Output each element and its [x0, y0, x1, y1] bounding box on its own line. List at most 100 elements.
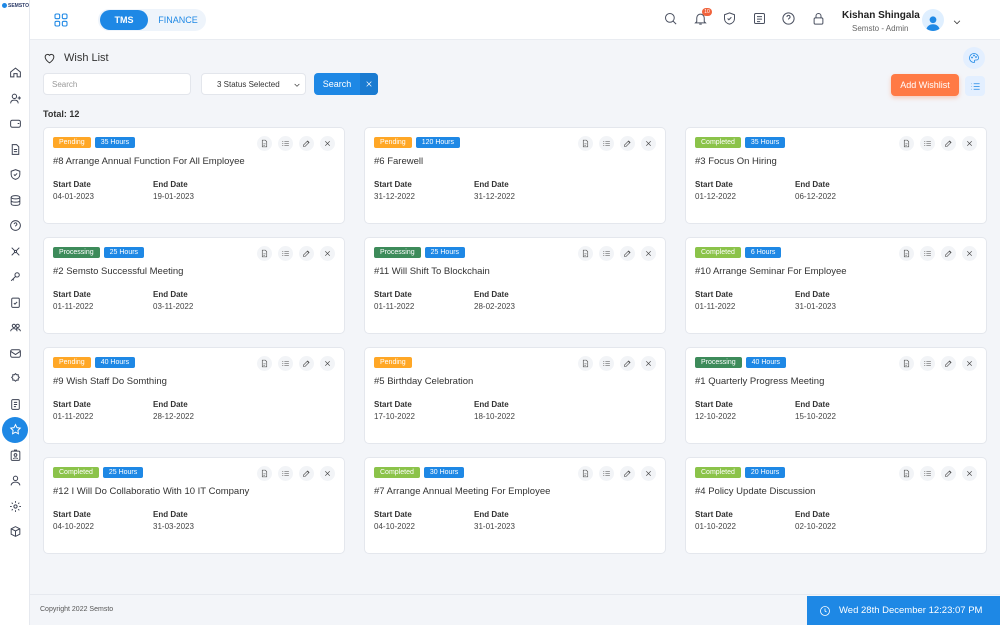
edit-button[interactable] — [941, 246, 956, 261]
sidebar-item-keys[interactable] — [0, 264, 30, 290]
document-icon — [903, 249, 910, 258]
sidebar-item-settings[interactable] — [0, 494, 30, 520]
brand-logo[interactable]: SEMSTO — [2, 3, 30, 13]
delete-button[interactable] — [962, 356, 977, 371]
edit-button[interactable] — [299, 356, 314, 371]
delete-button[interactable] — [320, 466, 335, 481]
search-input[interactable] — [43, 73, 191, 95]
notes-button[interactable] — [752, 11, 768, 27]
checklist-button[interactable] — [599, 246, 614, 261]
checklist-button[interactable] — [920, 136, 935, 151]
edit-button[interactable] — [941, 356, 956, 371]
sidebar-item-mail[interactable] — [0, 341, 30, 367]
sidebar-item-home[interactable] — [0, 60, 30, 86]
add-wishlist-button[interactable]: Add Wishlist — [891, 74, 959, 96]
view-details-button[interactable] — [578, 136, 593, 151]
wishlist-card[interactable]: Processing 40 Hours #1 Quarterly Progress … — [685, 347, 987, 444]
lock-button[interactable] — [811, 11, 827, 27]
sidebar-item-id-card[interactable] — [0, 443, 30, 469]
sidebar-item-team[interactable] — [0, 315, 30, 341]
delete-button[interactable] — [641, 136, 656, 151]
wishlist-card[interactable]: Completed 25 Hours #12 I Will Do Collabora… — [43, 457, 345, 554]
sidebar-item-security[interactable] — [0, 162, 30, 188]
apps-grid-button[interactable] — [53, 12, 69, 28]
checklist-button[interactable] — [920, 356, 935, 371]
edit-button[interactable] — [299, 466, 314, 481]
wishlist-card[interactable]: Pending 35 Hours #8 Arrange Annual Functio… — [43, 127, 345, 224]
edit-button[interactable] — [620, 246, 635, 261]
wishlist-card[interactable]: Pending 120 Hours #6 Farewell Start Date End… — [364, 127, 666, 224]
sidebar-item-settings-alt[interactable] — [0, 366, 30, 392]
header-search-button[interactable] — [663, 11, 679, 27]
avatar[interactable] — [922, 9, 944, 31]
wishlist-card[interactable]: Completed 20 Hours #4 Policy Update Discus… — [685, 457, 987, 554]
sidebar-item-help[interactable] — [0, 213, 30, 239]
view-details-button[interactable] — [257, 136, 272, 151]
help-button[interactable] — [781, 11, 797, 27]
wishlist-card[interactable]: Processing 25 Hours #11 Will Shift To Bloc… — [364, 237, 666, 334]
wishlist-card[interactable]: Completed 6 Hours #10 Arrange Seminar For … — [685, 237, 987, 334]
edit-button[interactable] — [620, 136, 635, 151]
edit-button[interactable] — [299, 136, 314, 151]
end-date-value: 19-01-2023 — [153, 192, 194, 201]
sidebar-item-packages[interactable] — [0, 519, 30, 545]
user-menu-toggle[interactable] — [952, 14, 962, 25]
view-details-button[interactable] — [257, 466, 272, 481]
edit-button[interactable] — [620, 356, 635, 371]
edit-button[interactable] — [299, 246, 314, 261]
module-tab-tms[interactable]: TMS — [100, 10, 148, 30]
view-details-button[interactable] — [257, 356, 272, 371]
sidebar-item-tasks[interactable] — [0, 290, 30, 316]
checklist-button[interactable] — [278, 246, 293, 261]
notifications-button[interactable]: 10 — [693, 8, 712, 27]
delete-button[interactable] — [320, 136, 335, 151]
delete-button[interactable] — [962, 246, 977, 261]
view-details-button[interactable] — [578, 356, 593, 371]
list-view-button[interactable] — [965, 76, 985, 96]
wishlist-card[interactable]: Completed 35 Hours #3 Focus On Hiring Start… — [685, 127, 987, 224]
checklist-button[interactable] — [278, 136, 293, 151]
sidebar-item-documents[interactable] — [0, 137, 30, 163]
view-details-button[interactable] — [899, 136, 914, 151]
delete-button[interactable] — [641, 246, 656, 261]
view-details-button[interactable] — [899, 466, 914, 481]
theme-button[interactable] — [963, 47, 985, 69]
view-details-button[interactable] — [257, 246, 272, 261]
view-details-button[interactable] — [899, 246, 914, 261]
checklist-button[interactable] — [920, 466, 935, 481]
module-tab-finance[interactable]: FINANCE — [158, 15, 198, 25]
delete-button[interactable] — [962, 466, 977, 481]
wishlist-card[interactable]: Pending #5 Birthday Celebration Start Date… — [364, 347, 666, 444]
delete-button[interactable] — [320, 356, 335, 371]
clear-search-button[interactable] — [360, 73, 378, 95]
delete-button[interactable] — [962, 136, 977, 151]
edit-button[interactable] — [941, 136, 956, 151]
checklist-button[interactable] — [599, 136, 614, 151]
sidebar-item-add-user[interactable] — [0, 86, 30, 112]
sidebar-item-profile[interactable] — [0, 468, 30, 494]
wishlist-card[interactable]: Processing 25 Hours #2 Semsto Successful M… — [43, 237, 345, 334]
view-details-button[interactable] — [578, 466, 593, 481]
sidebar-item-reports[interactable] — [0, 392, 30, 418]
sidebar-item-wishlist[interactable] — [0, 416, 30, 443]
checklist-button[interactable] — [599, 466, 614, 481]
wishlist-card[interactable]: Completed 30 Hours #7 Arrange Annual Meeti… — [364, 457, 666, 554]
sidebar-item-database[interactable] — [0, 188, 30, 214]
edit-button[interactable] — [620, 466, 635, 481]
view-details-button[interactable] — [578, 246, 593, 261]
security-button[interactable] — [722, 11, 738, 27]
sidebar-item-integrations[interactable] — [0, 239, 30, 265]
checklist-button[interactable] — [920, 246, 935, 261]
edit-button[interactable] — [941, 466, 956, 481]
checklist-button[interactable] — [278, 466, 293, 481]
checklist-button[interactable] — [278, 356, 293, 371]
search-button[interactable]: Search — [314, 73, 378, 95]
wishlist-card[interactable]: Pending 40 Hours #9 Wish Staff Do Somthing… — [43, 347, 345, 444]
sidebar-item-wallet[interactable] — [0, 111, 30, 137]
status-filter-select[interactable]: 3 Status Selected — [201, 73, 306, 95]
checklist-button[interactable] — [599, 356, 614, 371]
delete-button[interactable] — [641, 466, 656, 481]
delete-button[interactable] — [320, 246, 335, 261]
delete-button[interactable] — [641, 356, 656, 371]
view-details-button[interactable] — [899, 356, 914, 371]
